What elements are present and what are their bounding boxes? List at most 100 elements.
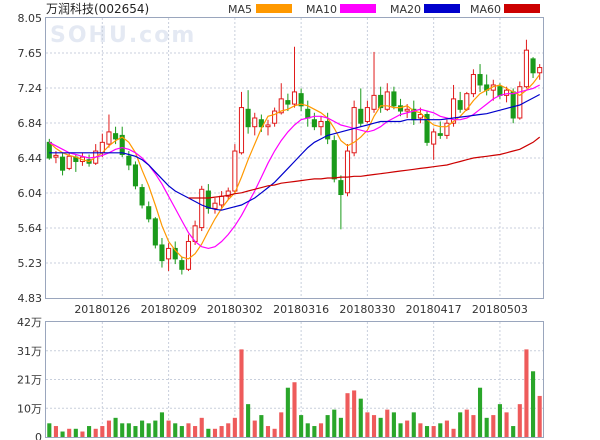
candle-body — [113, 133, 119, 140]
legend-swatch-ma60 — [504, 4, 540, 13]
candle-body — [166, 247, 172, 260]
volume-bar — [120, 423, 125, 437]
volume-bar — [265, 426, 271, 437]
volume-tick-label: 31万 — [17, 345, 42, 358]
candle-body — [477, 74, 483, 86]
volume-bar — [318, 423, 324, 437]
volume-bar — [418, 423, 423, 437]
volume-bar — [47, 423, 52, 437]
date-tick-label: 20180417 — [406, 303, 462, 316]
volume-bar — [458, 412, 463, 437]
volume-bar — [93, 428, 98, 437]
candle-body — [444, 122, 450, 136]
volume-bar — [80, 431, 85, 437]
volume-bar — [166, 420, 171, 437]
price-tick-label: 8.05 — [18, 12, 43, 25]
candle-body — [212, 202, 218, 209]
volume-bar — [67, 428, 72, 437]
volume-bar — [239, 349, 244, 437]
volume-bar — [398, 423, 403, 437]
candle-body — [298, 93, 304, 107]
volume-bar — [378, 417, 383, 437]
candle-body — [199, 188, 205, 229]
ma5-line — [48, 74, 541, 260]
candle-body — [497, 86, 503, 96]
candle-body — [338, 180, 344, 196]
volume-bar — [146, 423, 151, 437]
candle-body — [391, 91, 397, 107]
candle-body — [238, 107, 245, 154]
volume-bar — [226, 423, 231, 437]
volume-bar — [73, 428, 78, 437]
chart-title: 万润科技(002654) — [46, 2, 149, 16]
volume-bar — [312, 426, 317, 437]
volume-bar — [193, 426, 198, 437]
candle-body — [146, 206, 152, 220]
volume-bar — [504, 412, 509, 437]
watermark: SOHU.com — [50, 23, 196, 48]
volume-tick-label: 0 — [35, 431, 42, 440]
candle-body — [384, 91, 390, 110]
candle-body — [126, 155, 132, 166]
candle-body — [517, 86, 523, 119]
candle-body — [417, 114, 423, 119]
volume-bar — [451, 428, 456, 437]
volume-bar — [285, 387, 290, 437]
candle-body — [232, 150, 238, 192]
candle-body — [457, 100, 463, 110]
volume-bar — [252, 420, 257, 437]
candle-body — [537, 67, 543, 74]
volume-bar — [338, 417, 343, 437]
volume-bar — [173, 423, 178, 437]
price-tick-label: 7.65 — [18, 47, 43, 60]
candle-body — [397, 105, 404, 112]
volume-bar — [371, 415, 377, 437]
candle-body — [530, 58, 536, 74]
candle-body — [318, 120, 324, 128]
volume-bar — [358, 398, 363, 437]
candle-body — [225, 190, 231, 197]
candle-body — [344, 150, 351, 194]
candle-body — [106, 131, 112, 145]
volume-bar — [219, 426, 224, 437]
date-tick-label: 20180302 — [207, 303, 263, 316]
volume-bar — [332, 409, 337, 437]
candle-body — [437, 133, 443, 136]
volume-bar — [471, 415, 476, 437]
volume-bar — [87, 426, 92, 437]
candle-body — [325, 120, 331, 140]
legend-swatch-ma5 — [256, 4, 292, 13]
volume-bar — [438, 423, 443, 437]
volume-bar — [159, 412, 165, 437]
price-tick-label: 5.64 — [18, 222, 43, 235]
volume-bar — [206, 428, 211, 437]
candle-body — [510, 91, 516, 119]
candle-body — [185, 240, 192, 270]
volume-tick-label: 42万 — [17, 316, 42, 329]
volume-bars — [47, 349, 542, 437]
date-tick-label: 20180316 — [273, 303, 329, 316]
volume-bar — [345, 393, 350, 437]
candle-body — [431, 131, 437, 145]
candle-body — [305, 108, 311, 119]
volume-bar — [133, 426, 138, 437]
candle-body — [245, 108, 251, 128]
candle-body — [424, 114, 430, 143]
candle-body — [258, 119, 264, 128]
candle-body — [66, 155, 72, 169]
volume-bar — [292, 382, 297, 437]
candle-body — [358, 108, 364, 124]
price-tick-label: 5.23 — [18, 257, 43, 270]
volume-bar — [113, 417, 118, 437]
candle-body — [272, 110, 278, 124]
legend-swatch-ma20 — [424, 4, 460, 13]
volume-bar — [259, 415, 264, 437]
volume-bar — [106, 420, 112, 437]
volume-bar — [484, 417, 489, 437]
volume-bar — [186, 423, 191, 437]
ma60-line — [188, 136, 541, 199]
candle-body — [364, 107, 370, 122]
candle-body — [265, 124, 271, 128]
volume-tick-label: 21万 — [17, 374, 42, 387]
price-tick-label: 6.44 — [18, 152, 43, 165]
